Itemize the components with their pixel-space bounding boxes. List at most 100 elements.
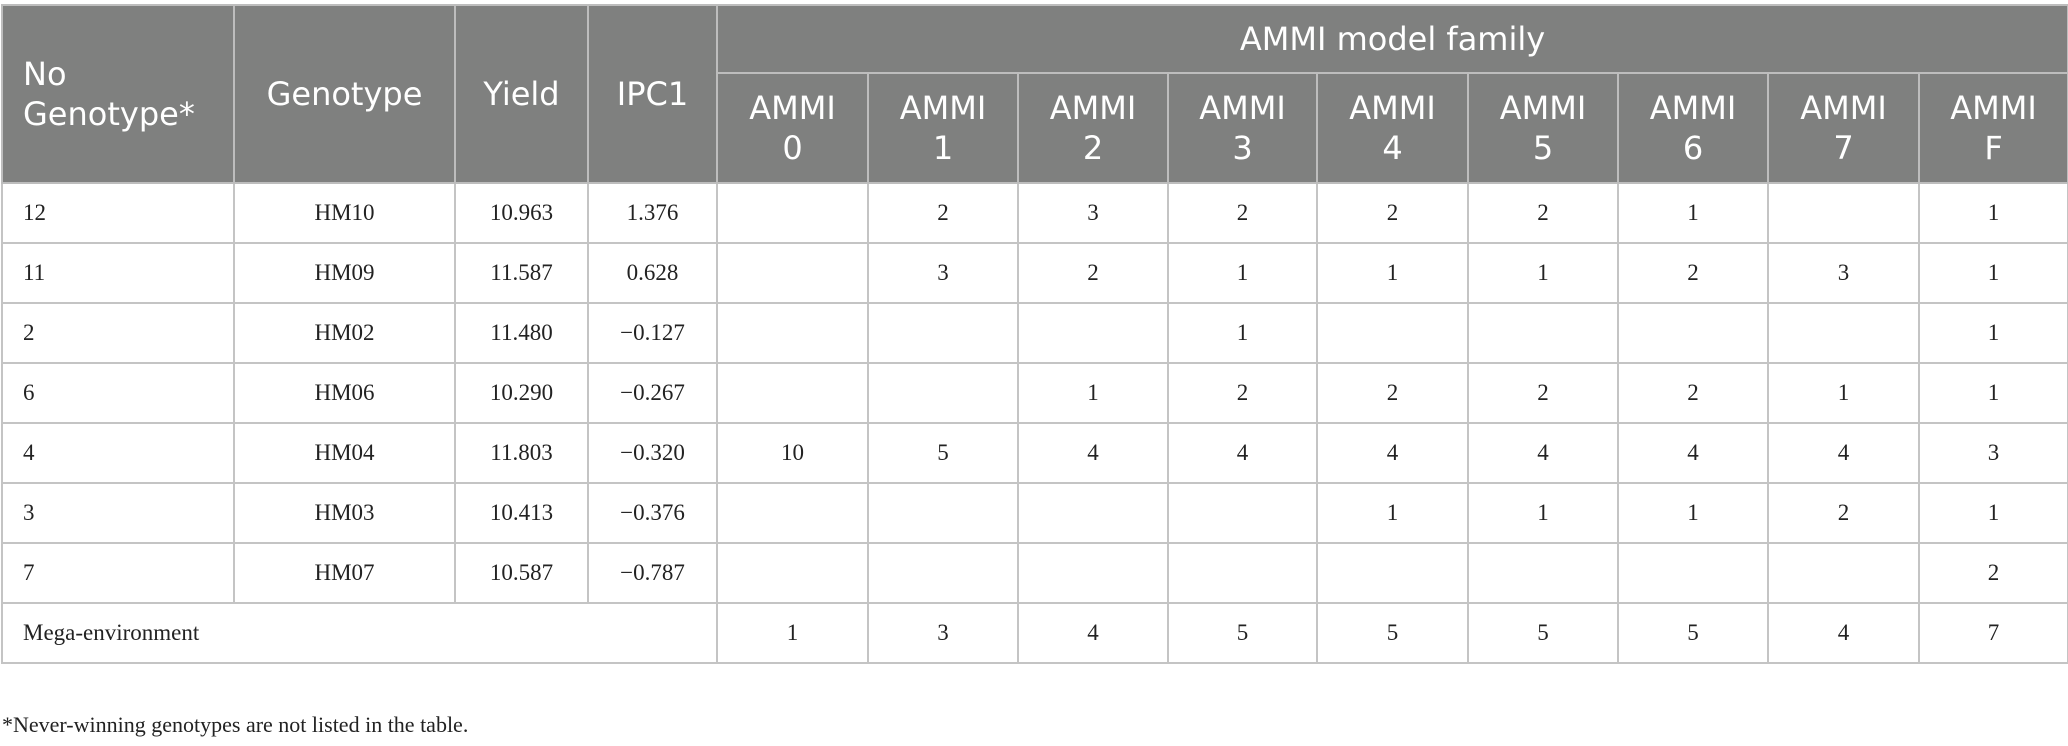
table-cell: 1 bbox=[1917, 482, 2068, 544]
table-row: 12 HM10 10.963 1.376 2 3 2 2 2 1 1 bbox=[1, 182, 2068, 244]
table-cell: HM04 bbox=[233, 422, 456, 484]
table-cell bbox=[867, 362, 1019, 424]
table-cell: 10.963 bbox=[454, 182, 589, 244]
header-model: AMMI 1 bbox=[867, 72, 1019, 184]
footnote: *Never-winning genotypes are not listed … bbox=[2, 712, 469, 737]
header-yield: Yield bbox=[454, 4, 589, 184]
header-ammi-family: AMMI model family bbox=[715, 4, 2068, 74]
table-cell: 10 bbox=[716, 422, 869, 484]
table-cell: 10.587 bbox=[454, 542, 589, 604]
table-cell: 5 bbox=[1467, 602, 1619, 664]
header-genotype: Genotype bbox=[233, 4, 456, 184]
table-cell bbox=[867, 542, 1019, 604]
header-model: AMMI 6 bbox=[1617, 72, 1769, 184]
header-model: AMMI 4 bbox=[1316, 72, 1469, 184]
table-cell: 4 bbox=[1017, 602, 1169, 664]
table-cell: 3 bbox=[1767, 242, 1920, 304]
table-cell: −0.376 bbox=[587, 482, 718, 544]
header-model: AMMI 2 bbox=[1017, 72, 1169, 184]
table-cell: 4 bbox=[1767, 602, 1920, 664]
table-cell: HM02 bbox=[233, 302, 456, 364]
table-cell: 3 bbox=[1917, 422, 2068, 484]
table-cell: 1 bbox=[1617, 482, 1769, 544]
table-cell: 1 bbox=[1316, 242, 1469, 304]
mega-environment-row: Mega-environment 1 3 4 5 5 5 5 4 7 bbox=[1, 602, 2068, 664]
table-cell bbox=[716, 362, 869, 424]
table-cell: 1 bbox=[1467, 482, 1619, 544]
header-model: AMMI 0 bbox=[716, 72, 869, 184]
table-cell: 10.290 bbox=[454, 362, 589, 424]
table-cell bbox=[1167, 482, 1318, 544]
table-cell bbox=[1467, 542, 1619, 604]
header-model: AMMI 3 bbox=[1167, 72, 1318, 184]
table-cell bbox=[1767, 182, 1920, 244]
table-cell: HM03 bbox=[233, 482, 456, 544]
table-cell: 3 bbox=[867, 602, 1019, 664]
table-cell: 2 bbox=[1017, 242, 1169, 304]
table-cell: 4 bbox=[1617, 422, 1769, 484]
table-row: 7 HM07 10.587 −0.787 2 bbox=[1, 542, 2068, 604]
table-row: 6 HM06 10.290 −0.267 1 2 2 2 2 1 1 bbox=[1, 362, 2068, 424]
table-cell bbox=[716, 182, 869, 244]
table-cell: 12 bbox=[1, 182, 235, 244]
table-cell: 4 bbox=[1316, 422, 1469, 484]
table-cell: 1 bbox=[716, 602, 869, 664]
table-cell: 1 bbox=[1917, 182, 2068, 244]
table-cell: HM06 bbox=[233, 362, 456, 424]
ammi-table: No Genotype* Genotype Yield IPC1 AMMI mo… bbox=[1, 4, 2068, 664]
table-cell: 1 bbox=[1017, 362, 1169, 424]
table-row: 4 HM04 11.803 −0.320 10 5 4 4 4 4 4 4 3 bbox=[1, 422, 2068, 484]
table-cell: 1 bbox=[1316, 482, 1469, 544]
table-cell: 1 bbox=[1617, 182, 1769, 244]
table-cell: HM09 bbox=[233, 242, 456, 304]
table-cell: −0.787 bbox=[587, 542, 718, 604]
table-cell: 2 bbox=[867, 182, 1019, 244]
table-cell: 4 bbox=[1167, 422, 1318, 484]
table-cell bbox=[867, 302, 1019, 364]
table-cell: 0.628 bbox=[587, 242, 718, 304]
table-cell: 4 bbox=[1767, 422, 1920, 484]
table-cell bbox=[1017, 302, 1169, 364]
table-cell: 5 bbox=[1167, 602, 1318, 664]
table-cell: 11 bbox=[1, 242, 235, 304]
table-cell: 3 bbox=[1, 482, 235, 544]
table-cell bbox=[1467, 302, 1619, 364]
table-cell: 6 bbox=[1, 362, 235, 424]
table-cell: 5 bbox=[1617, 602, 1769, 664]
table-cell bbox=[867, 482, 1019, 544]
table-cell: 1 bbox=[1917, 362, 2068, 424]
table-cell: 3 bbox=[867, 242, 1019, 304]
table-cell: 1.376 bbox=[587, 182, 718, 244]
table-cell bbox=[1316, 302, 1469, 364]
header-no-genotype: No Genotype* bbox=[1, 4, 235, 184]
table-cell: Mega-environment bbox=[1, 602, 718, 664]
table-cell: 11.480 bbox=[454, 302, 589, 364]
table-cell bbox=[1767, 302, 1920, 364]
table-cell: 2 bbox=[1467, 362, 1619, 424]
table-cell: 2 bbox=[1767, 482, 1920, 544]
table-cell: 2 bbox=[1917, 542, 2068, 604]
table-cell bbox=[1767, 542, 1920, 604]
table-cell: 2 bbox=[1316, 362, 1469, 424]
table-cell: −0.267 bbox=[587, 362, 718, 424]
table-cell: 2 bbox=[1467, 182, 1619, 244]
table-cell: −0.127 bbox=[587, 302, 718, 364]
table-cell: 1 bbox=[1467, 242, 1619, 304]
table-cell: 4 bbox=[1467, 422, 1619, 484]
table-cell: 11.803 bbox=[454, 422, 589, 484]
table-cell bbox=[1017, 542, 1169, 604]
table-cell: 2 bbox=[1617, 362, 1769, 424]
table-row: 3 HM03 10.413 −0.376 1 1 1 2 1 bbox=[1, 482, 2068, 544]
table-cell bbox=[1617, 542, 1769, 604]
table-cell: 7 bbox=[1917, 602, 2068, 664]
table-cell bbox=[716, 542, 869, 604]
table-cell: HM10 bbox=[233, 182, 456, 244]
table-cell bbox=[1617, 302, 1769, 364]
table-cell bbox=[1017, 482, 1169, 544]
table-cell: 10.413 bbox=[454, 482, 589, 544]
table-cell: −0.320 bbox=[587, 422, 718, 484]
table-cell: 2 bbox=[1, 302, 235, 364]
table-cell: 2 bbox=[1167, 182, 1318, 244]
table-cell: 5 bbox=[867, 422, 1019, 484]
table-cell: 4 bbox=[1, 422, 235, 484]
